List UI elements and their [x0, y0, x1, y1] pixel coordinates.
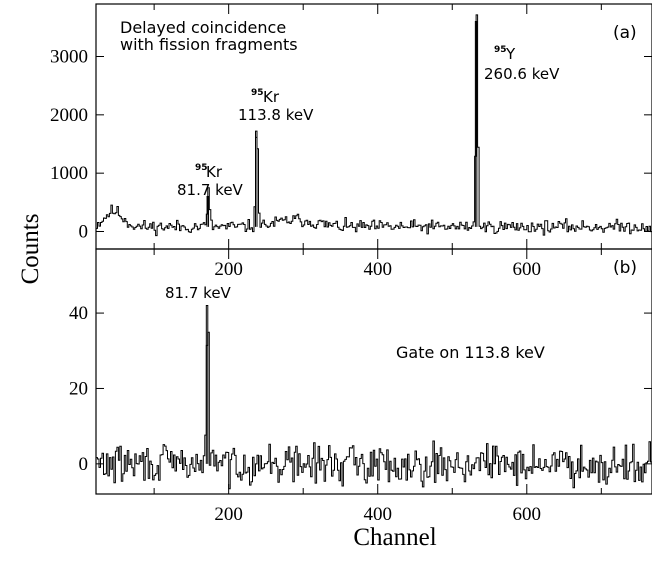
y-axis-title: Counts: [17, 214, 44, 285]
x-tick-label: 200: [214, 504, 243, 525]
spectrum-peak: [206, 196, 210, 227]
kr-81-mass-number: 95: [195, 163, 208, 173]
panel-b-peaks: [205, 305, 209, 464]
x-axis-title: Channel: [353, 524, 436, 551]
panel-a-annotation-line1: Delayed coincidence: [120, 18, 286, 37]
x-tick-label: 400: [363, 504, 392, 525]
spectrum-peak: [474, 21, 478, 227]
kr-81-energy-label: 81.7 keV: [177, 181, 244, 199]
x-tick-label: 200: [214, 259, 243, 280]
panel-a-label: (a): [613, 23, 637, 43]
x-tick-label: 600: [513, 259, 542, 280]
kr-113-mass-number: 95: [251, 88, 264, 98]
kr-113-energy-label: 113.8 keV: [238, 106, 314, 124]
panel-b-label: (b): [613, 258, 637, 278]
y-tick-label: 1000: [50, 163, 88, 184]
panel-b-spectrum-line: [96, 331, 652, 490]
y-tick-label: 2000: [50, 105, 88, 126]
y-tick-label: 0: [79, 454, 89, 475]
y-260-mass-number: 95: [494, 45, 507, 55]
panel-a-spectrum-line: [96, 14, 652, 237]
panel-a-peaks: [206, 21, 478, 227]
y-260-energy-label: 260.6 keV: [484, 65, 560, 83]
gate-label: Gate on 113.8 keV: [396, 343, 545, 362]
y-tick-label: 0: [79, 222, 89, 243]
panel-b-frame: [95, 248, 652, 495]
kr-81-nuclide: Kr: [206, 163, 223, 181]
x-tick-label: 400: [363, 259, 392, 280]
y-tick-label: 40: [69, 303, 88, 324]
panel-a-annotation-line2: with fission fragments: [120, 35, 298, 54]
spectrum-peak: [205, 305, 209, 464]
y-tick-label: 3000: [50, 47, 88, 68]
kr-113-nuclide: Kr: [263, 88, 280, 106]
spectrum-peak: [254, 130, 258, 227]
panel-a-ticks: 0 1000 2000 3000 200 400 600: [50, 4, 652, 280]
peak-81-energy-label: 81.7 keV: [165, 284, 232, 302]
panel-b-ticks: 0 20 40 200 400 600: [69, 249, 652, 525]
x-tick-label: 600: [513, 504, 542, 525]
panel-b: 0 20 40 200 400 600 (b) 81.7 keV Gate on 113.…: [69, 248, 652, 525]
y-tick-label: 20: [69, 378, 88, 399]
panel-a: 0 1000 2000 3000 200 400 600 (a) Delayed coinc…: [50, 3, 652, 280]
y-260-nuclide: Y: [505, 45, 516, 63]
